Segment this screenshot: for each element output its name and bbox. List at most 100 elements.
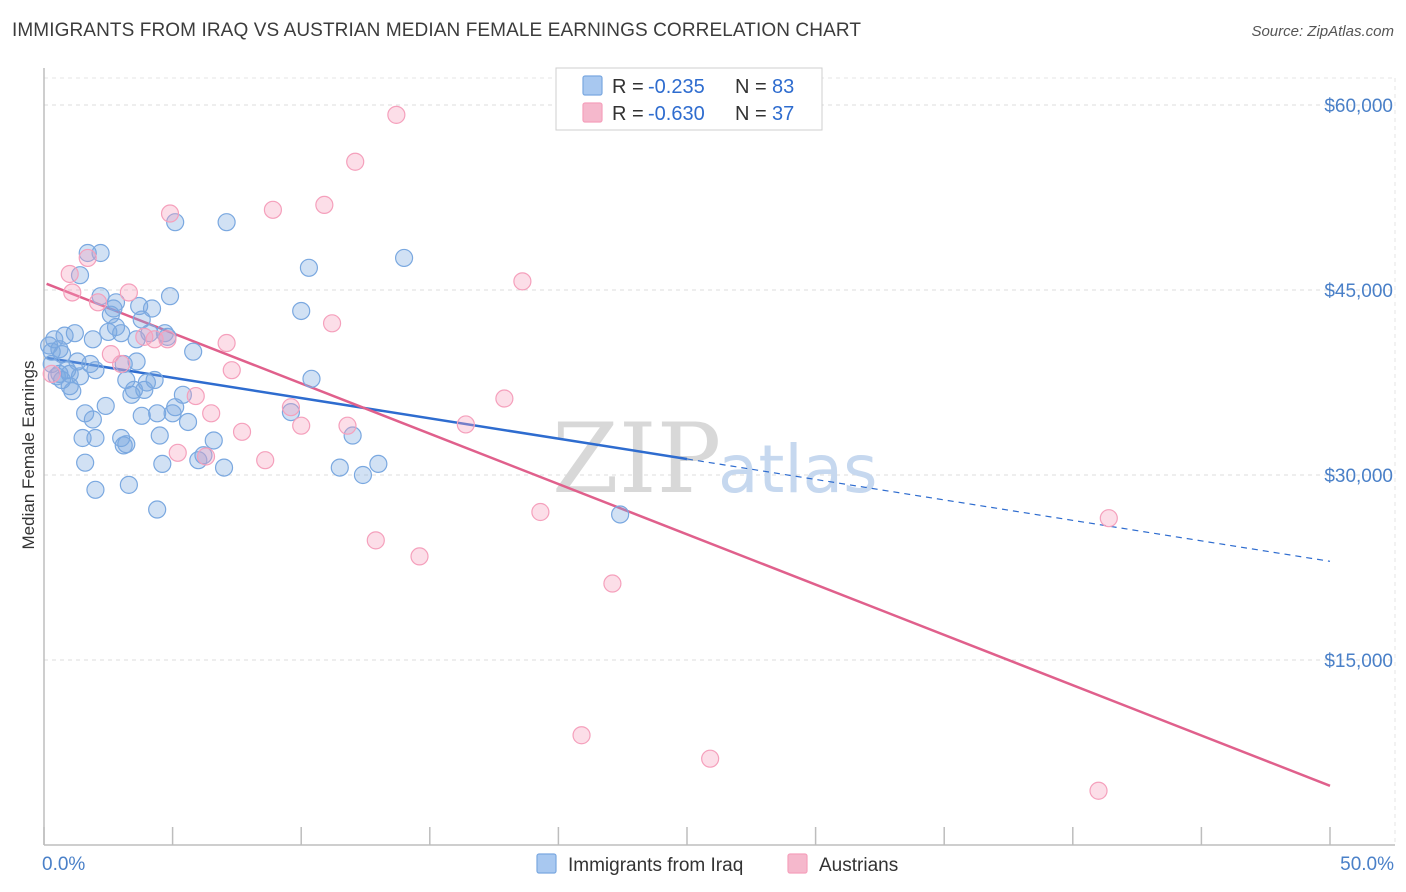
data-point: [366, 531, 385, 550]
legend-swatch-iraq: [582, 75, 603, 96]
legend-n-label-2: N =: [735, 103, 767, 125]
y-axis-label: Median Female Earnings: [19, 361, 38, 550]
data-point: [292, 301, 311, 321]
data-point: [50, 364, 69, 383]
legend-swatch-austrians: [582, 102, 603, 123]
data-point: [83, 330, 102, 349]
x-tick-label: 0.0%: [42, 854, 85, 875]
data-point: [153, 454, 172, 473]
data-point: [112, 324, 131, 343]
data-point: [106, 293, 126, 312]
data-point: [78, 248, 97, 268]
data-point: [394, 248, 414, 268]
bottom-legend: Immigrants from Iraq Austrians: [536, 853, 898, 876]
data-point: [76, 453, 95, 472]
legend-n-label-1: N =: [735, 76, 767, 98]
data-point: [222, 361, 241, 380]
watermark-atlas: atlas: [718, 431, 878, 508]
data-point: [292, 416, 311, 435]
legend-n-value-1: 83: [772, 76, 794, 98]
data-point: [148, 404, 167, 423]
data-point: [52, 345, 72, 364]
data-point: [263, 200, 283, 219]
data-point: [281, 398, 301, 417]
x-tick-labels: 0.0% 50.0%: [42, 854, 1394, 875]
data-point: [65, 324, 84, 343]
data-points: [40, 105, 1118, 800]
data-point: [142, 299, 162, 318]
data-point: [572, 726, 591, 745]
chart-title: IMMIGRANTS FROM IRAQ VS AUSTRIAN MEDIAN …: [12, 20, 862, 41]
data-point: [83, 410, 102, 429]
data-point: [1089, 781, 1108, 800]
data-point: [513, 272, 532, 291]
chart-source: Source: ZipAtlas.com: [1251, 23, 1394, 40]
bottom-legend-label-austrians: Austrians: [819, 855, 898, 876]
data-point: [186, 386, 205, 406]
data-point: [150, 426, 169, 445]
data-point: [45, 330, 64, 349]
data-point: [281, 403, 301, 422]
data-point: [315, 195, 334, 214]
x-tick-label: 50.0%: [1340, 854, 1394, 875]
data-point: [204, 431, 223, 450]
data-point: [256, 451, 275, 470]
data-point: [369, 454, 388, 473]
data-point: [330, 458, 349, 477]
data-point: [611, 505, 630, 524]
y-tick-label: $30,000: [1324, 466, 1393, 487]
legend-r-label-1: R =: [612, 76, 644, 98]
data-point: [73, 428, 92, 448]
data-point: [168, 443, 187, 462]
data-point: [86, 480, 105, 499]
data-point: [119, 283, 138, 302]
data-point: [148, 500, 167, 519]
data-point: [117, 435, 136, 454]
trend-line-austrians: [46, 282, 1331, 787]
data-point: [145, 370, 164, 390]
axes: [43, 68, 1395, 846]
data-point: [119, 475, 138, 494]
data-point: [132, 406, 151, 425]
data-point: [60, 264, 79, 284]
data-point: [302, 369, 321, 388]
data-point: [343, 426, 362, 445]
data-point: [603, 574, 622, 593]
data-point: [531, 502, 550, 522]
data-point: [214, 458, 234, 477]
data-point: [353, 465, 373, 485]
data-point: [495, 389, 514, 408]
data-point: [173, 385, 192, 404]
series-austrians: [42, 105, 1118, 800]
data-point: [1099, 509, 1118, 528]
trend-lines: [46, 282, 1331, 787]
bottom-legend-swatch-austrians: [787, 853, 808, 874]
data-point: [88, 293, 108, 312]
y-tick-labels: $15,000 $30,000 $45,000 $60,000: [1324, 96, 1393, 672]
data-point: [184, 342, 203, 361]
data-point: [387, 105, 406, 124]
data-point: [78, 243, 97, 263]
data-point: [701, 749, 720, 768]
data-point: [410, 547, 429, 566]
data-point: [132, 310, 151, 329]
data-point: [63, 382, 82, 401]
watermark: ZIP atlas: [552, 403, 878, 515]
y-tick-label: $45,000: [1324, 281, 1393, 302]
data-point: [166, 213, 185, 232]
data-point: [86, 428, 105, 448]
data-point: [145, 330, 164, 349]
legend-box: R = -0.235 N = 83 R = -0.630 N = 37: [555, 67, 823, 131]
data-point: [42, 364, 61, 383]
legend-r-value-1: -0.235: [648, 76, 705, 98]
data-point: [456, 415, 475, 434]
data-point: [232, 422, 252, 441]
legend-r-value-2: -0.630: [648, 103, 705, 125]
bottom-legend-label-iraq: Immigrants from Iraq: [568, 855, 743, 876]
watermark-zip: ZIP: [552, 403, 721, 515]
data-point: [70, 367, 90, 386]
data-point: [322, 314, 342, 333]
data-point: [96, 396, 115, 416]
legend-r-label-2: R =: [612, 103, 644, 125]
